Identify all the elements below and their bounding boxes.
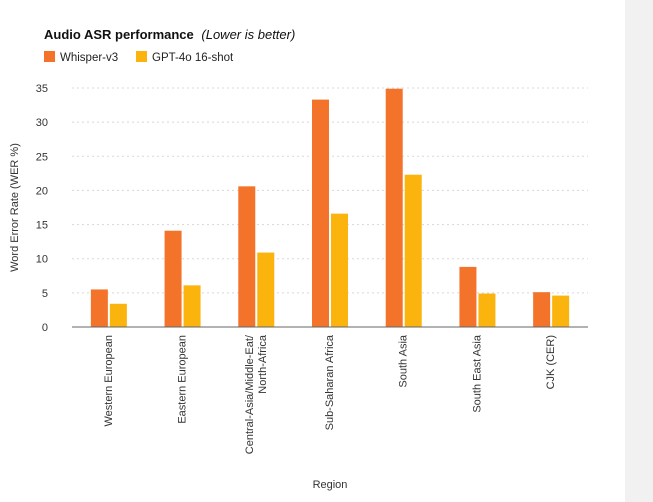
legend: Whisper-v3 GPT-4o 16-shot xyxy=(44,51,234,64)
bar-whisper-1 xyxy=(164,230,182,327)
y-axis-ticks: 0 5 10 15 20 25 30 35 xyxy=(36,83,48,334)
x-tick-label: Sub-Saharan Africa xyxy=(324,334,336,430)
x-axis-ticks: Western European Eastern European Central-… xyxy=(103,334,557,454)
bar-gpt4o-2 xyxy=(257,252,275,327)
y-tick-label: 30 xyxy=(36,117,48,129)
bar-whisper-4 xyxy=(385,88,403,327)
x-tick-label: Central-Asia/Middle-Eat/North-Africa xyxy=(244,334,269,454)
x-tick-label: CJK (CER) xyxy=(545,335,557,389)
bar-gpt4o-5 xyxy=(478,293,496,327)
chart-title-main: Audio ASR performance xyxy=(44,27,194,42)
chart-title: Audio ASR performance (Lower is better) xyxy=(44,27,295,42)
y-tick-label: 15 xyxy=(36,220,48,232)
y-tick-label: 35 xyxy=(36,83,48,95)
bar-whisper-0 xyxy=(90,289,108,327)
bar-whisper-3 xyxy=(312,99,329,327)
side-panel xyxy=(625,0,653,502)
x-tick-label: South East Asia xyxy=(471,334,483,413)
x-tick-label-line: Central-Asia/Middle-Eat/ xyxy=(244,334,256,454)
x-tick-label-line: Sub-Saharan Africa xyxy=(324,334,336,430)
x-tick-label: Western European xyxy=(103,335,115,427)
x-tick-label: South Asia xyxy=(398,334,410,387)
legend-swatch-gpt4o xyxy=(136,51,147,62)
bar-gpt4o-1 xyxy=(183,285,201,327)
bars xyxy=(90,88,570,327)
x-axis-label: Region xyxy=(313,479,348,491)
legend-label-whisper: Whisper-v3 xyxy=(60,52,118,64)
bar-gpt4o-0 xyxy=(109,303,127,327)
x-tick-label-line: Eastern European xyxy=(177,335,189,424)
y-tick-label: 25 xyxy=(36,151,48,163)
y-tick-label: 5 xyxy=(42,288,48,300)
x-tick-label-line: CJK (CER) xyxy=(545,335,557,389)
legend-label-gpt4o: GPT-4o 16-shot xyxy=(152,52,234,64)
x-tick-label: Eastern European xyxy=(177,335,189,424)
bar-gpt4o-6 xyxy=(552,295,570,327)
bar-gpt4o-3 xyxy=(331,213,348,327)
bar-whisper-6 xyxy=(533,292,551,327)
chart-title-note: (Lower is better) xyxy=(201,27,295,42)
bar-whisper-2 xyxy=(238,186,256,327)
x-tick-label-line: South Asia xyxy=(398,334,410,387)
y-tick-label: 10 xyxy=(36,254,48,266)
y-tick-label: 0 xyxy=(42,322,48,334)
bar-whisper-5 xyxy=(459,266,477,327)
x-tick-label-line: South East Asia xyxy=(471,334,483,413)
grid-lines xyxy=(72,87,588,294)
chart-canvas: Audio ASR performance (Lower is better) … xyxy=(9,27,588,491)
bar-gpt4o-4 xyxy=(404,174,422,327)
legend-swatch-whisper xyxy=(44,51,55,62)
y-tick-label: 20 xyxy=(36,185,48,197)
x-tick-label-line: North-Africa xyxy=(257,334,269,394)
x-tick-label-line: Western European xyxy=(103,335,115,427)
y-axis-label: Word Error Rate (WER %) xyxy=(9,143,21,272)
